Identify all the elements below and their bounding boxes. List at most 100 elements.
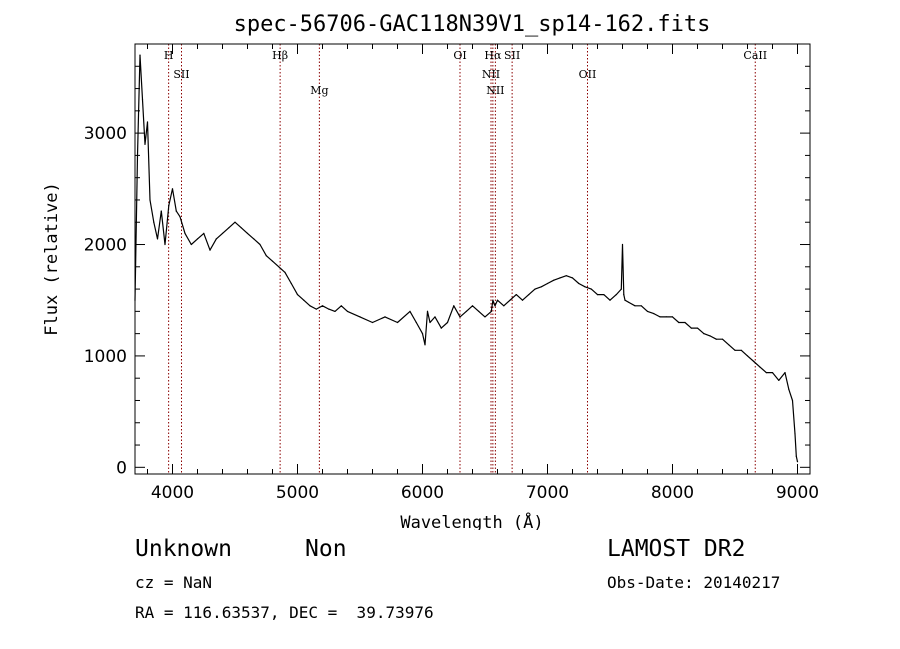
- data-point: [565, 275, 567, 277]
- data-point: [284, 271, 286, 273]
- x-tick-label: 8000: [651, 483, 694, 503]
- data-point: [346, 310, 349, 312]
- data-point: [484, 316, 486, 318]
- data-point: [709, 335, 711, 337]
- data-point: [240, 227, 242, 229]
- data-point: [459, 316, 461, 318]
- data-point: [496, 299, 499, 301]
- y-tick-label: 0: [116, 458, 127, 478]
- data-point: [139, 54, 141, 56]
- data-point: [624, 299, 626, 301]
- spectral-line-labels: H SII Hβ Mg OI NII Hα NII SII OII CaII: [164, 49, 767, 97]
- data-point: [321, 305, 324, 307]
- data-point: [168, 204, 170, 207]
- data-point: [771, 372, 774, 374]
- data-point: [721, 338, 724, 340]
- data-point: [440, 327, 442, 329]
- data-point: [515, 294, 517, 296]
- data-point: [175, 210, 177, 212]
- data-point: [259, 243, 261, 246]
- data-point: [596, 294, 599, 296]
- data-point: [578, 282, 580, 285]
- redshift-cz: cz = NaN: [135, 573, 213, 592]
- x-tick-label: 4000: [151, 483, 194, 503]
- data-point: [221, 232, 224, 234]
- data-point: [634, 305, 636, 307]
- data-point: [144, 143, 146, 145]
- data-point: [559, 277, 561, 279]
- line-label-6: Hα: [484, 49, 502, 62]
- data-point: [296, 294, 299, 296]
- data-point: [156, 238, 159, 240]
- data-point: [209, 249, 211, 251]
- y-tick-label: 3000: [84, 124, 127, 144]
- data-point: [590, 288, 592, 290]
- data-point: [303, 299, 305, 301]
- data-point: [196, 238, 199, 240]
- data-point: [734, 349, 736, 351]
- data-point: [715, 338, 717, 340]
- data-point: [160, 210, 162, 212]
- y-tick-label: 2000: [84, 236, 127, 256]
- data-point: [290, 282, 292, 285]
- data-point: [328, 308, 330, 310]
- spectrum-layer: [134, 54, 799, 463]
- spectrum-chart: spec-56706-GAC118N39V1_sp14-162.fits H SI…: [42, 12, 819, 533]
- y-axis-label: Flux (relative): [42, 182, 62, 336]
- data-point: [795, 455, 797, 457]
- data-point: [409, 310, 411, 312]
- data-point: [421, 333, 424, 335]
- data-point: [620, 288, 622, 290]
- data-point: [671, 316, 674, 318]
- survey-name: LAMOST DR2: [607, 536, 746, 562]
- data-point: [478, 310, 480, 312]
- x-axis-label: Wavelength (Å): [400, 511, 543, 530]
- data-point: [184, 232, 186, 234]
- data-point: [234, 221, 236, 223]
- data-point: [309, 305, 311, 307]
- data-point: [509, 299, 511, 301]
- data-point: [315, 308, 317, 310]
- data-point: [424, 344, 426, 346]
- data-point: [215, 238, 217, 240]
- data-point: [164, 243, 166, 246]
- data-point: [653, 313, 655, 315]
- data-point: [678, 321, 680, 324]
- data-point: [503, 305, 505, 307]
- y-axis: 0 1000 2000 3000: [84, 65, 810, 478]
- chart-title: spec-56706-GAC118N39V1_sp14-162.fits: [234, 12, 711, 37]
- line-label-5: NII: [482, 68, 500, 81]
- line-label-4: OI: [453, 49, 466, 62]
- data-point: [228, 227, 230, 229]
- data-point: [396, 321, 399, 324]
- x-tick-label: 6000: [401, 483, 444, 503]
- data-point: [490, 310, 492, 312]
- data-point: [278, 266, 280, 268]
- data-point: [778, 379, 780, 381]
- data-point: [796, 461, 799, 463]
- data-point: [340, 305, 342, 307]
- data-point: [141, 99, 144, 101]
- x-tick-label: 9000: [776, 483, 819, 503]
- data-point: [784, 372, 786, 374]
- data-point: [753, 360, 755, 363]
- data-point: [621, 243, 624, 246]
- data-point: [534, 288, 536, 290]
- data-point: [149, 199, 151, 201]
- data-point: [146, 121, 149, 123]
- data-point: [665, 316, 667, 318]
- data-point: [740, 349, 742, 351]
- data-point: [623, 294, 625, 296]
- data-point: [190, 243, 192, 246]
- data-point: [446, 321, 449, 324]
- data-point: [334, 310, 336, 312]
- plot-frame: [134, 43, 811, 475]
- data-point: [171, 188, 174, 190]
- x-tick-label: 5000: [276, 483, 319, 503]
- line-label-9: OII: [579, 68, 597, 81]
- data-point: [615, 294, 617, 296]
- data-point: [759, 366, 761, 368]
- data-point: [246, 232, 249, 234]
- data-point: [788, 388, 790, 390]
